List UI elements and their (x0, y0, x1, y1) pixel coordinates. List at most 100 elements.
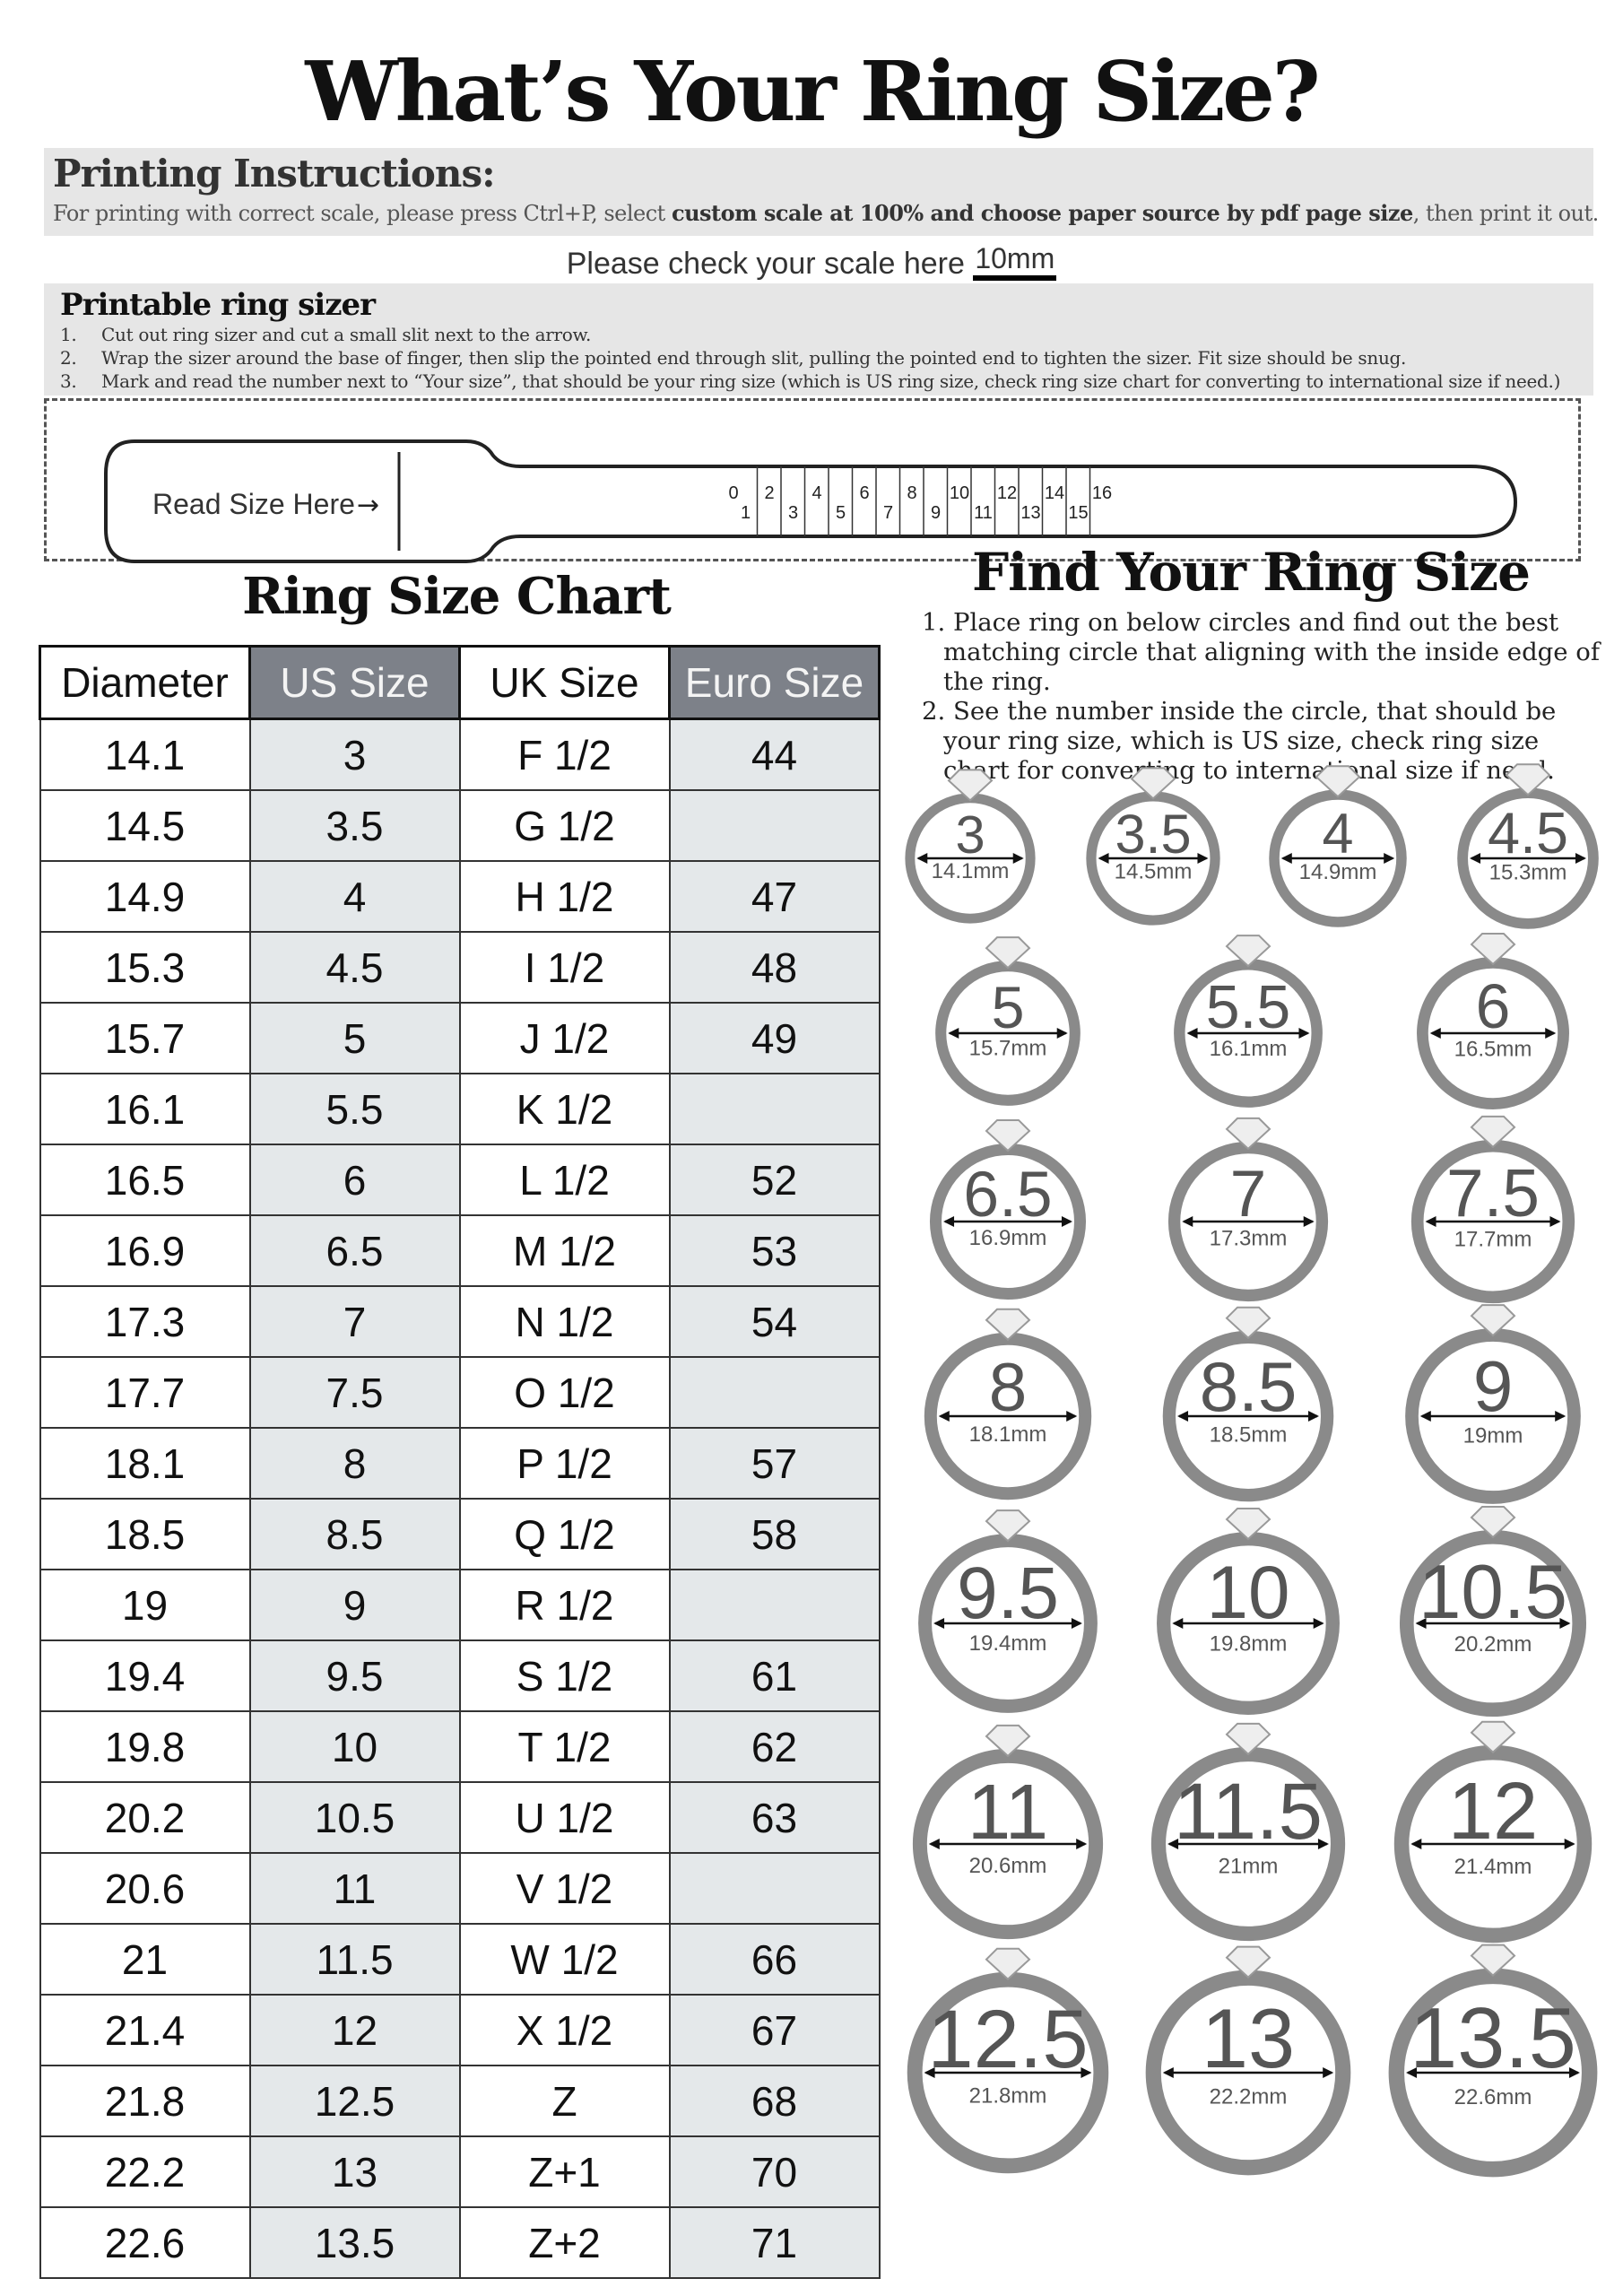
euro-size-cell (668, 1569, 881, 1641)
sizer-step: 2. Wrap the sizer around the base of fing… (60, 347, 1560, 370)
arrow-right-icon (1066, 1411, 1078, 1422)
arrow-left-icon (933, 1618, 945, 1629)
ring-diameter-label: 22.6mm (1454, 2085, 1532, 2109)
sizer-step: 3. Mark and read the number next to “Your… (60, 370, 1560, 394)
euro-size-cell (668, 1852, 881, 1925)
ring-diameter-label: 14.1mm (932, 859, 1010, 883)
table-row: 21 11.5 W 1/2 66 (39, 1923, 881, 1996)
uk-size-cell: W 1/2 (458, 1923, 671, 1996)
diamond-icon (1225, 1722, 1271, 1756)
arrow-left-icon (1182, 1216, 1193, 1227)
printing-text: For printing with correct scale, please … (53, 200, 1599, 226)
arrow-left-icon (1280, 853, 1292, 864)
us-size-cell: 7.5 (248, 1356, 461, 1429)
diameter-cell: 16.9 (39, 1214, 251, 1287)
us-size-cell: 6.5 (248, 1214, 461, 1287)
table-row: 19.8 10 T 1/2 62 (39, 1710, 881, 1783)
ring-circle-13.5: 13.522.6mm (1388, 1944, 1598, 2178)
ring-diameter-label: 21.4mm (1454, 1855, 1532, 1879)
diameter-cell: 21.4 (39, 1994, 251, 2066)
scale-10mm-bar: 10mm (973, 242, 1057, 281)
diameter-cell: 14.1 (39, 718, 251, 791)
diamond-icon (1505, 763, 1551, 796)
arrow-left-icon (1419, 1411, 1431, 1422)
sizer-tick-label: 9 (931, 503, 941, 523)
sizer-tick-label: 10 (950, 483, 969, 503)
read-size-label: Read Size Here (152, 488, 355, 520)
ring-diameter-label: 19.4mm (969, 1631, 1047, 1656)
arrow-left-icon (1425, 1216, 1436, 1227)
table-row: 15.3 4.5 I 1/2 48 (39, 931, 881, 1004)
diamond-icon (1225, 1306, 1271, 1340)
find-ring-size-title: Find Your Ring Size (971, 542, 1531, 603)
arrow-left-icon (1098, 853, 1109, 864)
euro-size-cell: 67 (668, 1994, 881, 2066)
sizer-tick-label: 3 (788, 503, 798, 523)
diameter-cell: 15.7 (39, 1002, 251, 1074)
arrow-left-icon (1410, 1839, 1422, 1849)
table-row: 16.1 5.5 K 1/2 (39, 1073, 881, 1145)
printing-text-start: For printing with correct scale, please … (53, 201, 672, 226)
diameter-cell: 19 (39, 1569, 251, 1641)
diameter-cell: 19.8 (39, 1710, 251, 1783)
us-size-cell: 5.5 (248, 1073, 461, 1145)
arrow-right-icon (1012, 853, 1024, 864)
ring-circle-5.5: 5.516.1mm (1174, 935, 1323, 1108)
printable-ring-sizer-instructions: Printable ring sizer 1. Cut out ring size… (44, 283, 1593, 396)
arrow-left-icon (916, 853, 928, 864)
arrow-left-icon (1470, 853, 1481, 864)
diamond-icon (1225, 1945, 1271, 1979)
header-diameter: Diameter (39, 645, 251, 720)
table-row: 19 9 R 1/2 (39, 1569, 881, 1641)
euro-size-cell: 62 (668, 1710, 881, 1783)
euro-size-cell: 49 (668, 1002, 881, 1074)
us-size-cell: 10 (248, 1710, 461, 1783)
ring-diameter-label: 14.9mm (1299, 860, 1377, 884)
uk-size-cell: X 1/2 (458, 1994, 671, 2066)
ring-diameter-label: 18.1mm (969, 1422, 1047, 1447)
ring-circle-3.5: 3.514.5mm (1086, 767, 1220, 926)
arrow-right-icon (1384, 853, 1395, 864)
header-us-size: US Size (248, 645, 461, 720)
table-row: 19.4 9.5 S 1/2 61 (39, 1639, 881, 1712)
arrow-left-icon (938, 1411, 950, 1422)
sizer-steps: 1. Cut out ring sizer and cut a small sli… (60, 324, 1560, 394)
arrow-right-icon (1555, 1411, 1567, 1422)
ring-size-number: 8.5 (1200, 1347, 1298, 1426)
table-row: 17.7 7.5 O 1/2 (39, 1356, 881, 1429)
euro-size-cell: 66 (668, 1923, 881, 1996)
ring-diameter-label: 16.1mm (1210, 1037, 1288, 1061)
uk-size-cell: Z+2 (458, 2206, 671, 2279)
uk-size-cell: L 1/2 (458, 1144, 671, 1216)
ring-diameter-label: 19.8mm (1210, 1632, 1288, 1657)
ring-size-number: 13.5 (1410, 1991, 1576, 2086)
euro-size-cell: 48 (668, 931, 881, 1004)
arrow-left-icon (1186, 1028, 1198, 1039)
uk-size-cell: K 1/2 (458, 1073, 671, 1145)
ring-size-number: 7.5 (1446, 1155, 1540, 1231)
table-row: 14.9 4 H 1/2 47 (39, 860, 881, 933)
ring-diameter-label: 20.2mm (1454, 1632, 1532, 1657)
ring-diameter-label: 18.5mm (1210, 1423, 1288, 1448)
us-size-cell: 3 (248, 718, 461, 791)
ring-circle-8.5: 8.518.5mm (1162, 1306, 1334, 1502)
diamond-icon (1470, 933, 1516, 966)
arrow-right-icon (1303, 1216, 1315, 1227)
euro-size-cell: 54 (668, 1285, 881, 1358)
arrow-right-icon (1197, 853, 1209, 864)
arrow-right-icon (1559, 1618, 1571, 1629)
sizer-outline (104, 439, 1518, 563)
printing-text-bold: custom scale at 100% and choose paper so… (671, 200, 1413, 226)
table-row: 18.1 8 P 1/2 57 (39, 1427, 881, 1500)
uk-size-cell: J 1/2 (458, 1002, 671, 1074)
table-row: 22.6 13.5 Z+2 71 (39, 2206, 881, 2279)
sizer-tick-label: 11 (974, 503, 993, 523)
uk-size-cell: I 1/2 (458, 931, 671, 1004)
diamond-icon (947, 769, 994, 802)
ring-diameter-label: 21.8mm (969, 2084, 1047, 2109)
arrow-right-icon (1307, 1411, 1319, 1422)
